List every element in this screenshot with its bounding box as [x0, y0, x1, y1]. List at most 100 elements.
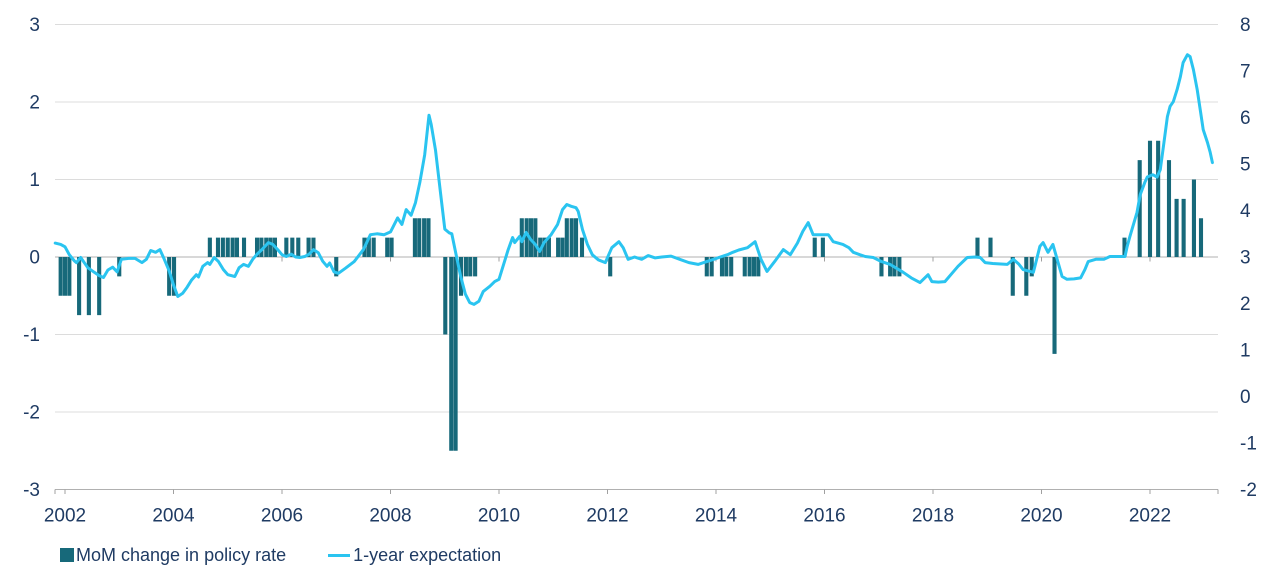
policy-rate-bar: [443, 257, 448, 335]
policy-rate-bar: [453, 257, 458, 451]
policy-rate-bar: [704, 257, 709, 277]
policy-rate-bar: [385, 237, 390, 258]
y-right-tick-label: 2: [1240, 294, 1251, 315]
expectation-line: [53, 53, 1214, 306]
policy-rate-bar: [241, 237, 247, 258]
y-left-tick-label: -3: [23, 480, 40, 501]
x-tick-label: 2016: [803, 506, 845, 527]
y-right-tick-label: -2: [1240, 480, 1257, 501]
policy-rate-bar: [742, 257, 747, 277]
policy-rate-bar: [422, 218, 427, 257]
policy-rate-bar: [225, 237, 230, 258]
chart-legend: MoM change in policy rate 1-year expecta…: [60, 543, 501, 567]
policy-rate-bar: [296, 237, 301, 258]
policy-rate-bar: [264, 237, 269, 258]
policy-rate-bar: [86, 257, 91, 316]
policy-rate-bar: [389, 237, 394, 258]
bar-series-swatch: [60, 548, 74, 562]
x-tick-label: 2014: [695, 506, 738, 527]
policy-rate-bar: [215, 237, 221, 258]
policy-rate-bar: [254, 237, 260, 258]
policy-rate-bar: [546, 237, 551, 258]
x-tick-label: 2010: [478, 506, 520, 527]
policy-rate-bar: [230, 237, 235, 258]
x-tick-label: 2002: [44, 506, 86, 527]
policy-rate-bar: [463, 257, 468, 277]
policy-rate-bar: [1147, 140, 1153, 257]
y-right-tick-label: 4: [1240, 201, 1251, 222]
policy-rate-bar: [473, 257, 478, 277]
y-left-tick-label: -2: [23, 403, 40, 424]
policy-rate-bar: [1191, 179, 1196, 257]
policy-rate-bar: [62, 257, 68, 296]
policy-rate-bar: [220, 237, 225, 258]
policy-rate-bar: [1052, 257, 1057, 354]
policy-rate-bar: [167, 257, 172, 296]
policy-rate-bar: [820, 237, 825, 258]
x-tick-label: 2020: [1020, 506, 1062, 527]
policy-rate-bar: [426, 218, 431, 257]
policy-rate-bar: [234, 237, 240, 258]
y-right-tick-label: 6: [1240, 108, 1251, 129]
chart-plot-area: 3 2 1 0 -1 -2 -3 8 7 6 5 4 3 2 1 0 -1 -2 2002 2004 2006 2008 2…: [23, 15, 1257, 527]
policy-rate-bar: [533, 218, 538, 257]
policy-rate-bar: [449, 257, 454, 451]
policy-rate-bar: [573, 218, 579, 257]
policy-rate-bar: [334, 257, 339, 277]
policy-rate-bar: [879, 257, 884, 277]
policy-rate-bar: [1024, 257, 1029, 296]
policy-rate-bar: [542, 237, 547, 258]
legend-item-expectation: 1-year expectation: [328, 544, 501, 566]
policy-rate-bar: [812, 237, 817, 258]
policy-rate-bar: [1198, 218, 1204, 257]
policy-rate-bar: [67, 257, 72, 296]
policy-rate-bar: [259, 237, 264, 258]
policy-rate-bar: [207, 237, 212, 258]
y-right-tick-label: -1: [1240, 434, 1257, 455]
policy-rate-bar: [1029, 257, 1034, 277]
policy-rate-bar: [729, 257, 734, 277]
policy-rate-bar: [412, 218, 417, 257]
y-left-tick-label: 2: [29, 93, 40, 114]
policy-rate-bar: [171, 257, 177, 296]
y-left-tick-label: -1: [23, 325, 40, 346]
policy-rate-bar: [724, 257, 729, 277]
y-left-tick-label: 0: [29, 248, 40, 269]
bar-series-label: MoM change in policy rate: [76, 545, 287, 565]
policy-rate-bar: [524, 218, 529, 257]
line-series-label: 1-year expectation: [353, 545, 502, 565]
policy-rate-bar: [468, 257, 473, 277]
y-right-tick-label: 7: [1240, 62, 1251, 83]
policy-rate-bar: [417, 218, 422, 257]
policy-rate-bar: [569, 218, 574, 257]
policy-rate-bar: [709, 257, 714, 277]
x-tick-label: 2008: [369, 506, 411, 527]
x-tick-label: 2006: [261, 506, 303, 527]
policy-rate-bar: [58, 257, 63, 296]
policy-rate-bar: [897, 257, 902, 277]
policy-rate-bar: [988, 237, 993, 258]
y-left-tick-label: 3: [29, 15, 40, 36]
policy-rate-bar: [306, 237, 311, 258]
policy-rate-bar: [560, 237, 565, 258]
x-tick-label: 2004: [152, 506, 195, 527]
policy-rate-bar: [719, 257, 725, 277]
policy-rate-bar: [1174, 198, 1179, 258]
y-right-tick-label: 1: [1240, 341, 1251, 362]
policy-rate-bar: [975, 237, 980, 258]
policy-rate-bar: [751, 257, 757, 277]
policy-rate-bar: [564, 218, 569, 257]
y-left-tick-label: 1: [29, 170, 40, 191]
y-right-tick-label: 8: [1240, 15, 1251, 36]
legend-item-policy-rate: MoM change in policy rate: [60, 544, 286, 566]
policy-rate-bar: [371, 237, 376, 258]
policy-rate-bar: [608, 257, 613, 277]
policy-rate-bar: [747, 257, 752, 277]
y-right-tick-label: 0: [1240, 387, 1251, 408]
policy-rate-bar: [579, 237, 585, 258]
policy-rate-bar: [77, 257, 82, 316]
x-tick-label: 2012: [586, 506, 628, 527]
policy-rate-bar: [1010, 257, 1015, 296]
policy-rate-bar: [556, 237, 561, 258]
